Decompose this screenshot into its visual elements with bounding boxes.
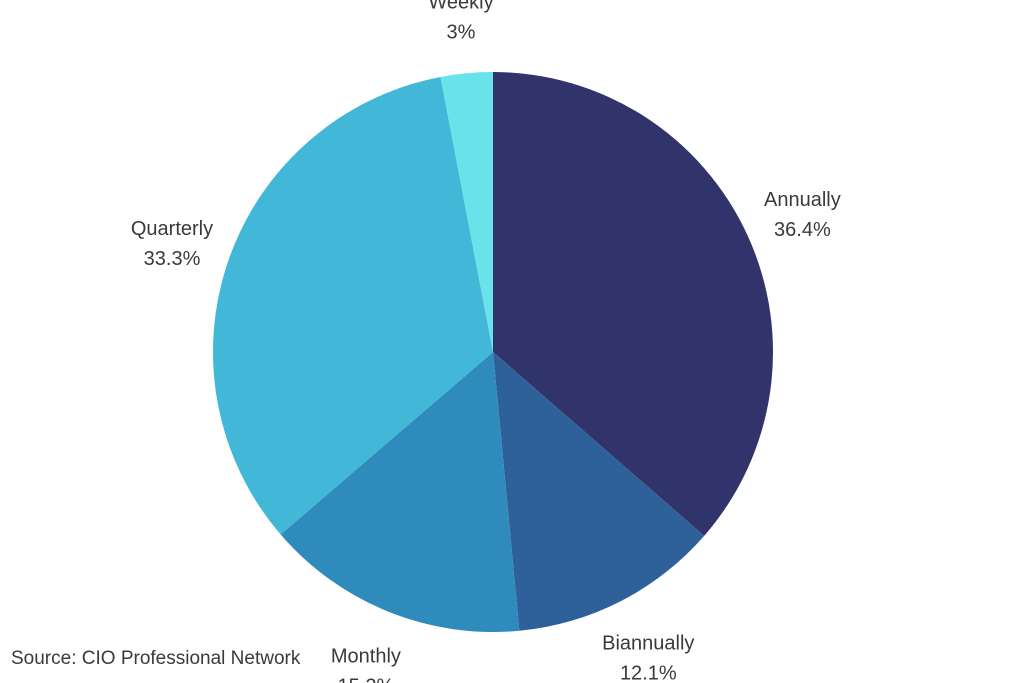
slice-label-biannually: Biannually bbox=[602, 633, 694, 655]
pie-slice-quarterly bbox=[213, 76, 493, 535]
slice-label-weekly: Weekly bbox=[428, 0, 493, 14]
data-label-biannually: Biannually 12.1% bbox=[602, 633, 694, 683]
data-label-annually: Annually 36.4% bbox=[764, 189, 841, 241]
pie-labels: Annually 36.4% Biannually 12.1% Monthly 15.2%… bbox=[131, 0, 841, 683]
pie-slice-weekly bbox=[440, 72, 493, 352]
slice-label-annually: Annually bbox=[764, 189, 841, 211]
pie-slice-biannually bbox=[493, 352, 705, 631]
slice-value-monthly: 15.2% bbox=[338, 675, 395, 683]
slice-value-quarterly: 33.3% bbox=[144, 248, 201, 270]
slice-value-biannually: 12.1% bbox=[620, 663, 677, 683]
pie-slice-monthly bbox=[280, 352, 520, 633]
source-note: Source: CIO Professional Network bbox=[11, 648, 301, 669]
pie-slice-annually bbox=[493, 72, 773, 536]
data-label-weekly: Weekly 3% bbox=[428, 0, 493, 44]
slice-value-annually: 36.4% bbox=[774, 219, 831, 241]
slice-label-quarterly: Quarterly bbox=[131, 218, 213, 240]
slice-value-weekly: 3% bbox=[447, 22, 476, 44]
data-label-monthly: Monthly 15.2% bbox=[331, 645, 401, 683]
data-label-quarterly: Quarterly 33.3% bbox=[131, 218, 213, 270]
pie-slices bbox=[213, 72, 773, 633]
slice-label-monthly: Monthly bbox=[331, 645, 401, 667]
